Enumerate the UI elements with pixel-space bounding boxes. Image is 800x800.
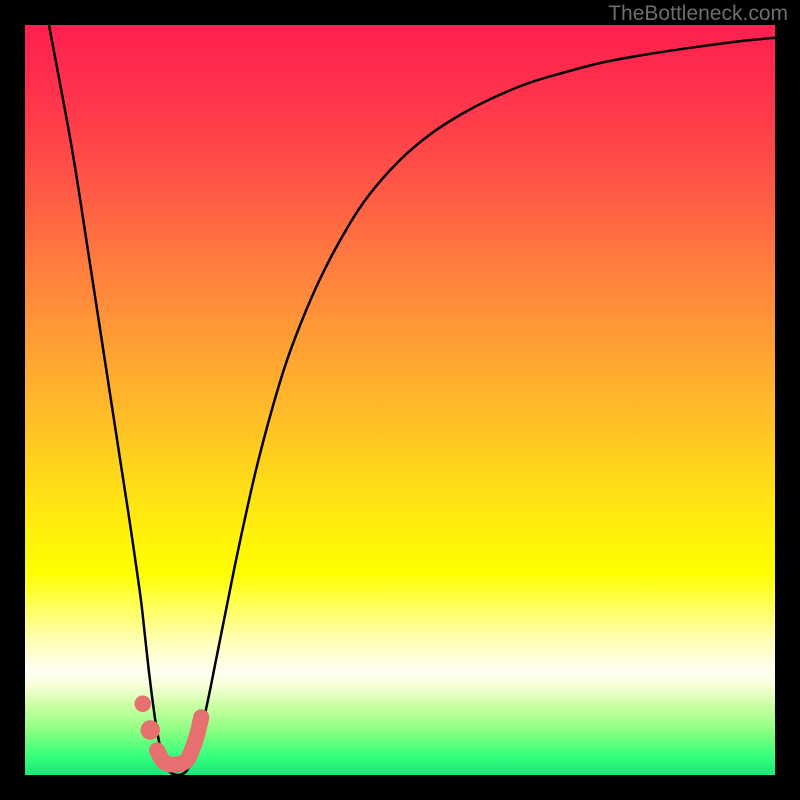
chart-frame: TheBottleneck.com	[0, 0, 800, 800]
chart-background	[25, 25, 775, 775]
optimal-dot	[135, 696, 152, 713]
branding-text: TheBottleneck.com	[608, 2, 788, 26]
plot-region	[25, 25, 775, 775]
bottleneck-chart	[25, 25, 775, 775]
optimal-dot	[141, 720, 161, 739]
